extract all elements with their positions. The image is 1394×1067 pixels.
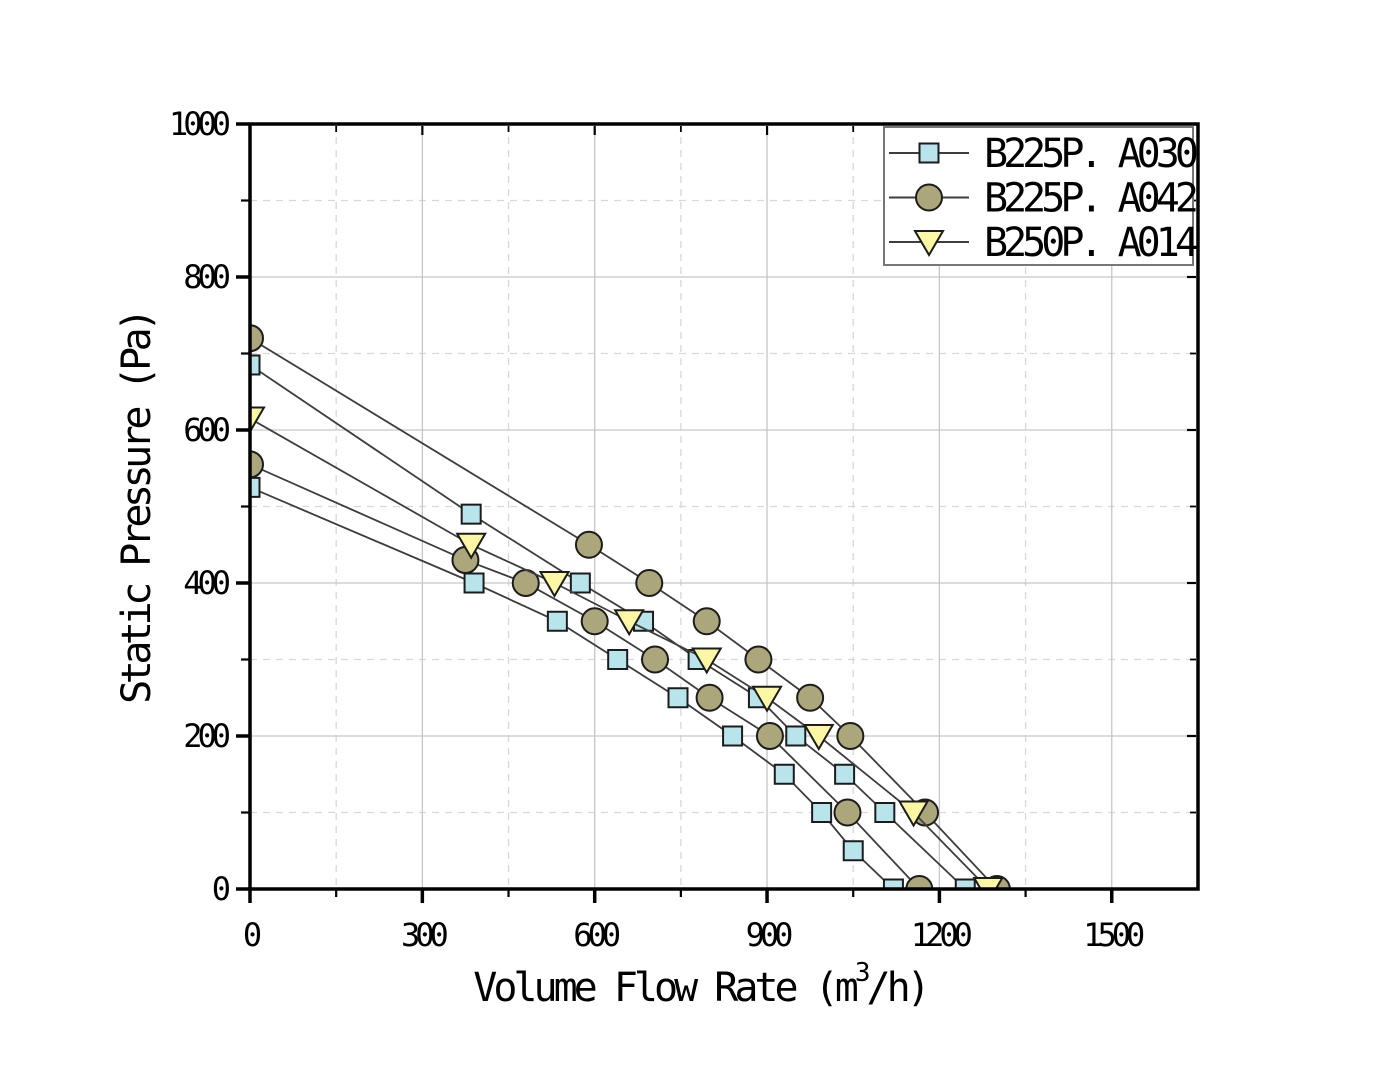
square-marker	[874, 802, 896, 823]
circle-marker	[796, 683, 825, 712]
legend-circle-marker	[915, 183, 943, 212]
x-tick-label-600: 600	[573, 916, 620, 954]
x-axis-title: Volume Flow Rate (m3/h)	[473, 958, 926, 1011]
square-marker	[773, 763, 795, 785]
legend-item-B225P-A042: B225P. A042	[889, 176, 1201, 222]
triangle-down-marker	[803, 724, 835, 751]
circle-marker	[250, 324, 264, 353]
circle-marker	[833, 798, 862, 827]
triangle-down-marker	[972, 877, 1004, 890]
circle-marker	[744, 645, 773, 674]
square-marker	[785, 725, 807, 747]
series-group	[250, 324, 1011, 890]
square-marker	[460, 503, 482, 525]
square-marker	[842, 840, 864, 862]
circle-marker	[580, 607, 609, 636]
y-tick-label-600: 600	[183, 411, 230, 449]
square-marker	[569, 572, 591, 594]
square-marker	[722, 725, 744, 747]
series-B225P-A030	[250, 354, 976, 890]
curve-line-B225P-A030-1	[250, 364, 966, 890]
triangle-down-marker	[455, 532, 487, 560]
circle-marker	[635, 569, 664, 597]
x-tick-label-900: 900	[746, 916, 793, 954]
circle-marker	[641, 645, 670, 674]
triangle-down-marker	[690, 647, 723, 675]
square-marker	[667, 687, 689, 709]
circle-marker	[836, 722, 865, 750]
legend-item-B225P-A030: B225P. A030	[889, 131, 1202, 177]
x-tick-label-300: 300	[401, 916, 448, 954]
y-axis-title: Static Pressure (Pa)	[114, 312, 160, 704]
y-tick-label-800: 800	[183, 258, 230, 296]
triangle-down-marker	[538, 571, 571, 598]
legend-triangle-down-marker	[913, 230, 945, 257]
legend-label-B225P-A030: B225P. A030	[984, 131, 1197, 177]
square-marker	[463, 572, 485, 594]
triangle-down-marker	[751, 685, 783, 713]
y-tick-label-1000: 1000	[169, 105, 230, 143]
x-tick-label-1500: 1500	[1083, 916, 1144, 954]
circle-marker	[755, 722, 784, 750]
legend-label-B250P-A014: B250P. A014	[984, 220, 1198, 266]
legend-square-marker	[918, 142, 940, 164]
circle-marker	[574, 530, 603, 559]
circle-marker	[250, 450, 264, 479]
square-marker	[834, 763, 856, 785]
circle-marker	[692, 607, 721, 636]
triangle-down-marker	[250, 406, 266, 434]
square-marker	[811, 802, 833, 823]
y-tick-label-400: 400	[183, 564, 230, 602]
legend-item-B250P-A014: B250P. A014	[889, 220, 1203, 266]
y-tick-label-200: 200	[183, 717, 230, 755]
square-marker	[607, 649, 629, 670]
series-B250P-A014	[250, 406, 1004, 890]
x-tick-label-1200: 1200	[911, 916, 972, 954]
triangle-down-marker	[897, 800, 930, 828]
plot-frame	[248, 122, 1200, 891]
triangle-down-marker	[613, 609, 645, 637]
square-marker	[250, 476, 261, 498]
square-marker	[250, 354, 261, 376]
square-marker	[546, 610, 568, 632]
legend-label-B225P-A042: B225P. A042	[984, 176, 1196, 222]
curve-line-B225P-A030-2	[250, 486, 895, 890]
circle-marker	[695, 683, 724, 712]
